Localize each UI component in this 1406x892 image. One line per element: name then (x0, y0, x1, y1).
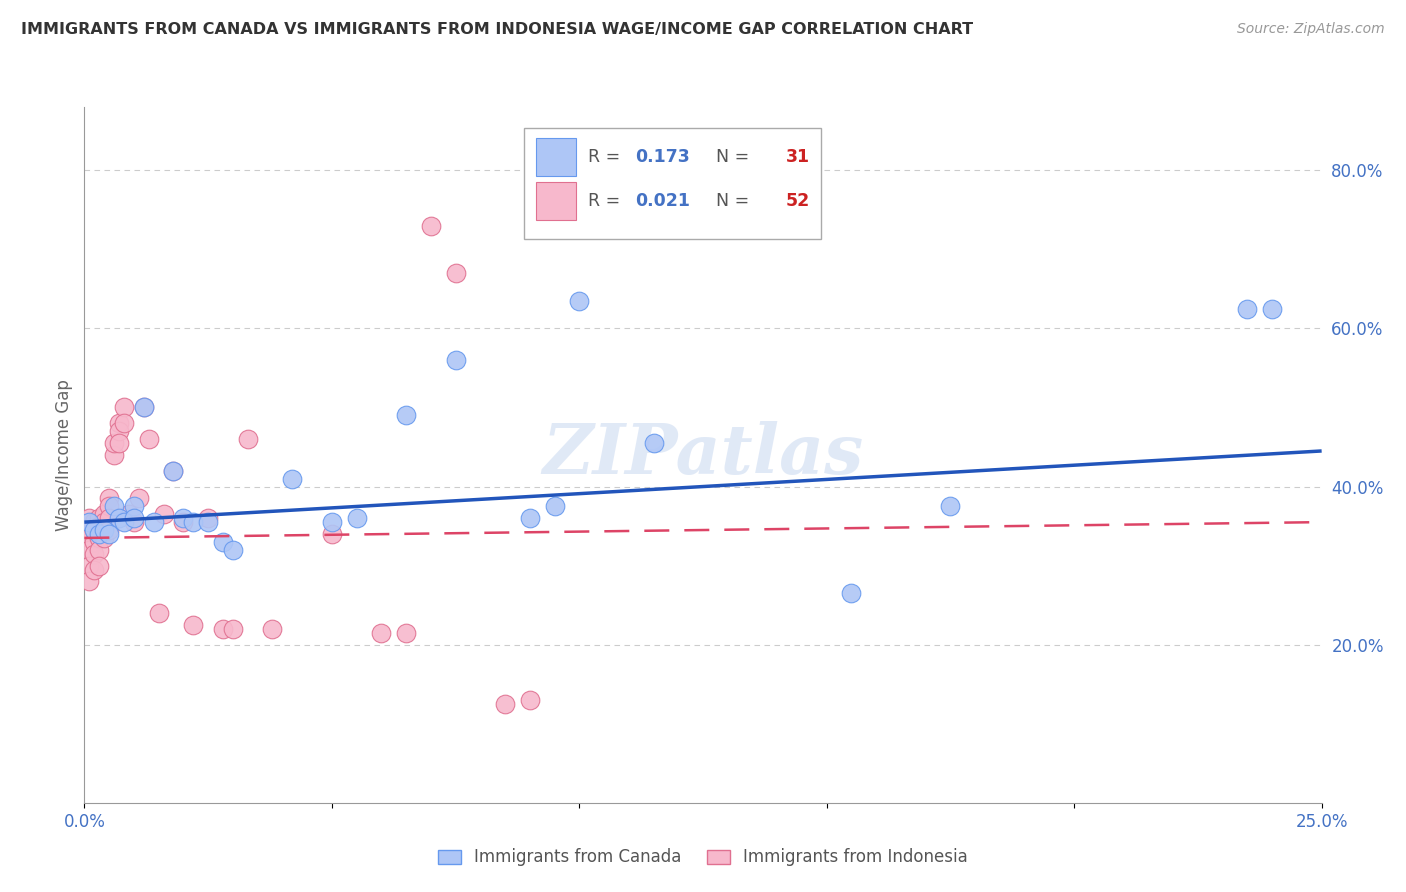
Text: 0.173: 0.173 (636, 148, 690, 166)
Point (939, 500, 962, 514)
Point (222, 542, 245, 557)
Bar (536, 138, 575, 177)
Point (395, 409, 418, 423)
Point (89, 531, 111, 545)
Point (89, 558, 111, 573)
FancyBboxPatch shape (523, 128, 821, 239)
Point (841, 586, 863, 600)
Point (395, 625, 418, 640)
Text: 31: 31 (786, 148, 810, 166)
Text: 0.021: 0.021 (636, 192, 690, 210)
Point (181, 618, 204, 632)
Point (83, 523, 105, 537)
Point (262, 622, 284, 636)
Point (321, 515, 343, 529)
Point (98, 523, 121, 537)
Point (494, 697, 516, 711)
Point (93, 507, 115, 521)
Text: 52: 52 (786, 192, 810, 210)
Point (98, 527, 121, 541)
Point (419, 219, 441, 233)
Point (222, 622, 245, 636)
Point (172, 511, 194, 525)
Point (519, 693, 541, 707)
Point (112, 417, 135, 431)
Point (108, 417, 131, 431)
Point (162, 464, 184, 478)
Point (93, 531, 115, 545)
Point (172, 515, 194, 529)
Point (370, 625, 392, 640)
Point (162, 464, 184, 478)
Point (132, 401, 155, 415)
Point (212, 622, 235, 636)
Point (122, 500, 145, 514)
Point (79, 511, 101, 525)
Point (1261, 301, 1284, 316)
Text: IMMIGRANTS FROM CANADA VS IMMIGRANTS FROM INDONESIA WAGE/INCOME GAP CORRELATION : IMMIGRANTS FROM CANADA VS IMMIGRANTS FRO… (21, 22, 973, 37)
Point (79, 531, 101, 545)
Point (83, 563, 105, 577)
Point (519, 511, 541, 525)
Point (89, 527, 111, 541)
Point (103, 448, 125, 462)
Bar (536, 182, 575, 220)
Point (98, 491, 121, 506)
Point (236, 432, 259, 446)
Point (444, 353, 467, 368)
Point (444, 266, 467, 280)
Point (108, 511, 131, 525)
Point (83, 547, 105, 561)
Text: R =: R = (588, 148, 626, 166)
Text: Source: ZipAtlas.com: Source: ZipAtlas.com (1237, 22, 1385, 37)
Point (112, 401, 135, 415)
Point (83, 515, 105, 529)
Point (197, 515, 219, 529)
Point (98, 511, 121, 525)
Point (103, 500, 125, 514)
Legend: Immigrants from Canada, Immigrants from Indonesia: Immigrants from Canada, Immigrants from … (429, 840, 977, 875)
Text: ZIPatlas: ZIPatlas (543, 421, 863, 489)
Point (132, 401, 155, 415)
Point (89, 542, 111, 557)
Point (79, 542, 101, 557)
Point (108, 436, 131, 450)
Point (346, 511, 368, 525)
Point (1236, 301, 1258, 316)
Point (128, 491, 150, 506)
Point (122, 511, 145, 525)
Text: R =: R = (588, 192, 626, 210)
Text: N =: N = (706, 148, 755, 166)
Point (643, 436, 665, 450)
Point (197, 511, 219, 525)
Point (79, 523, 101, 537)
Point (122, 515, 145, 529)
Point (281, 472, 304, 486)
Point (568, 293, 591, 308)
Point (89, 519, 111, 533)
Point (212, 534, 235, 549)
Text: N =: N = (706, 192, 755, 210)
Point (138, 432, 160, 446)
Point (181, 515, 204, 529)
Point (321, 527, 343, 541)
Point (118, 507, 141, 521)
Point (98, 500, 121, 514)
Point (112, 515, 135, 529)
Point (108, 424, 131, 438)
Point (83, 534, 105, 549)
Point (83, 523, 105, 537)
Point (142, 515, 165, 529)
Point (89, 511, 111, 525)
Point (152, 507, 174, 521)
Point (79, 558, 101, 573)
Point (79, 574, 101, 589)
Point (148, 606, 170, 620)
Y-axis label: Wage/Income Gap: Wage/Income Gap (55, 379, 73, 531)
Point (93, 515, 115, 529)
Point (103, 436, 125, 450)
Point (543, 500, 565, 514)
Point (93, 523, 115, 537)
Point (79, 515, 101, 529)
